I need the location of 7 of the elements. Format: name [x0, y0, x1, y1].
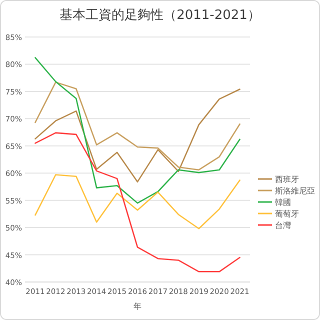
legend-label: 韓國: [275, 198, 291, 207]
legend-label: 西班牙: [275, 175, 299, 184]
legend-label: 台灣: [275, 221, 291, 230]
title: 基本工資的足夠性（2011-2021）: [60, 8, 260, 23]
legend-label: 斯洛維尼亞: [275, 186, 315, 196]
x-axis-title: 年: [134, 302, 142, 311]
legend-label: 葡萄牙: [275, 210, 299, 218]
